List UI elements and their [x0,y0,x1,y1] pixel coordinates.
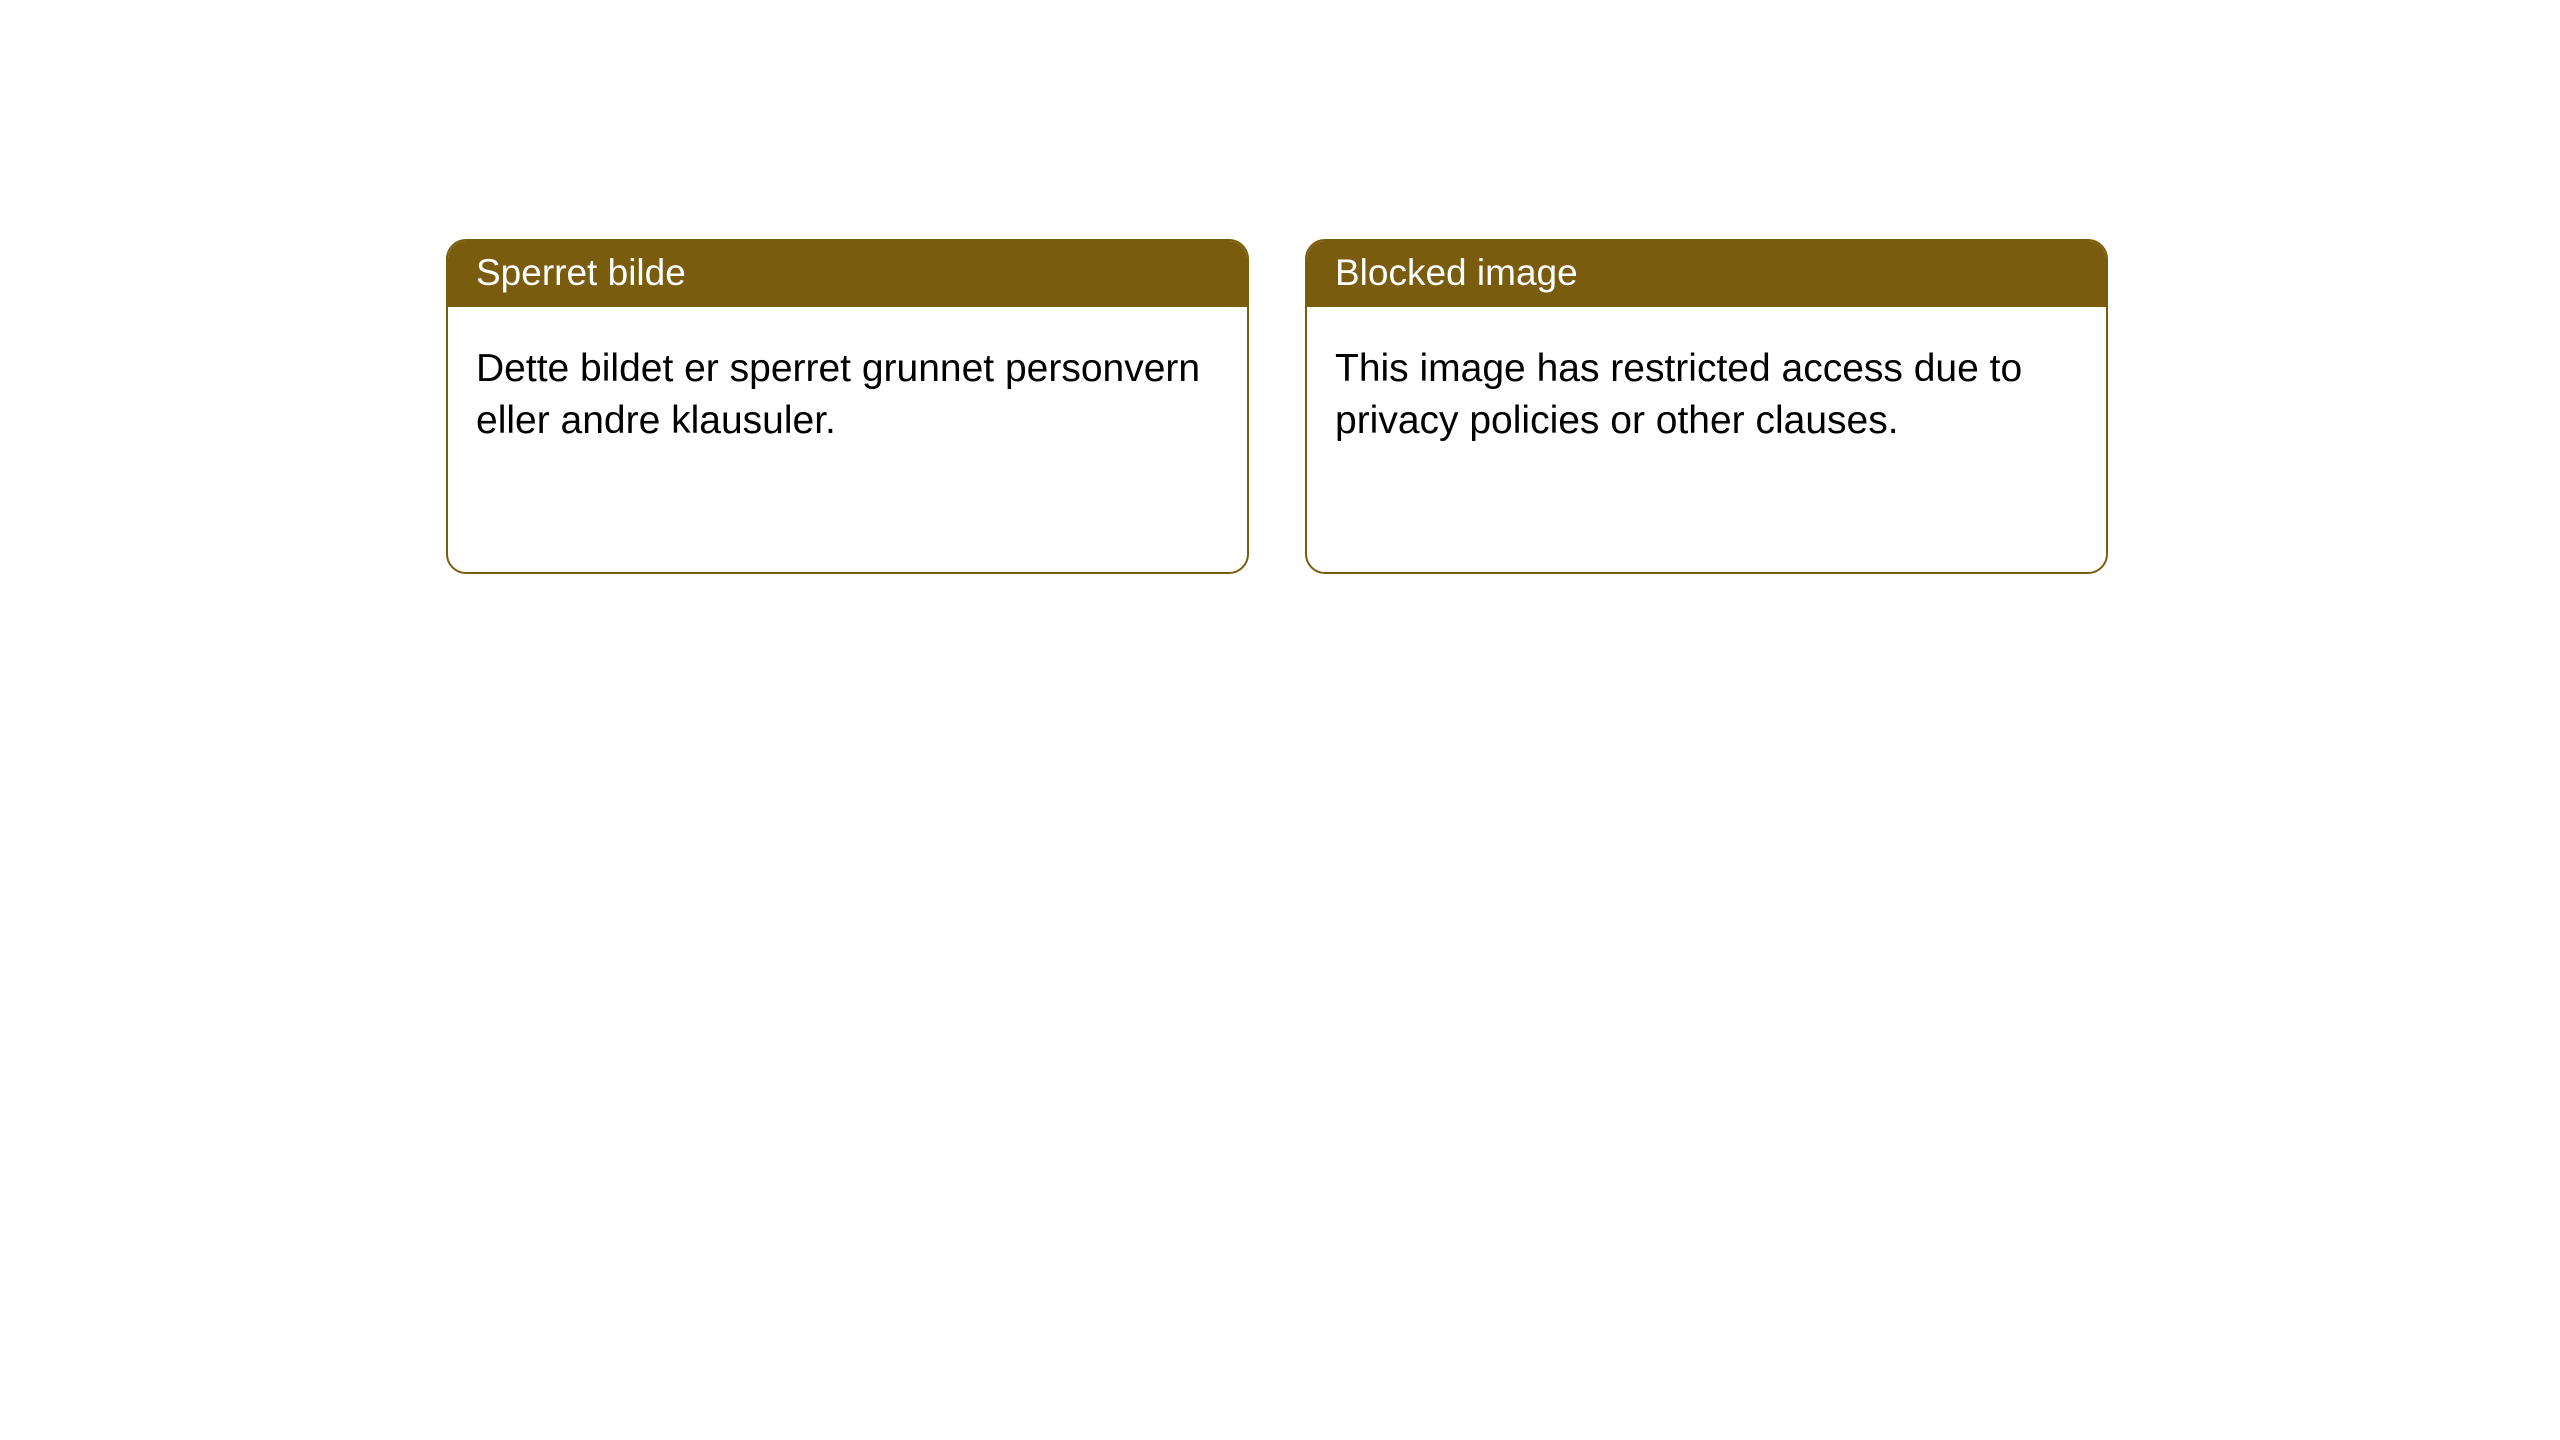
card-message-en: This image has restricted access due to … [1307,307,2106,474]
card-title-en: Blocked image [1307,241,2106,307]
card-title-no: Sperret bilde [448,241,1247,307]
card-message-no: Dette bildet er sperret grunnet personve… [448,307,1247,474]
blocked-image-card-no: Sperret bilde Dette bildet er sperret gr… [446,239,1249,574]
notice-container: Sperret bilde Dette bildet er sperret gr… [446,239,2108,574]
blocked-image-card-en: Blocked image This image has restricted … [1305,239,2108,574]
